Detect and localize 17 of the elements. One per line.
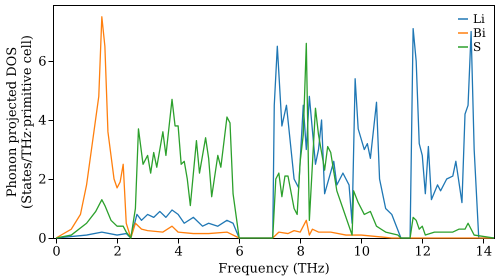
x-tick-label: 14 — [476, 244, 492, 260]
y-tick-label: 0 — [38, 232, 46, 246]
x-tick-label: 6 — [236, 244, 244, 260]
x-tick-label: 12 — [414, 244, 432, 260]
legend-label: S — [473, 40, 482, 54]
y-tick-label: 2 — [38, 172, 46, 188]
legend-label: Li — [473, 12, 485, 26]
x-tick-label: 0 — [52, 244, 61, 260]
x-tick-label: 4 — [174, 244, 183, 260]
y-axis-title: Phonon projected DOS (States/THz·primitive cell) — [5, 34, 36, 210]
x-tick-label: 10 — [353, 244, 370, 260]
x-tick-label: 8 — [296, 244, 305, 260]
y-tick-label: 6 — [38, 54, 46, 70]
x-tick-label: 2 — [113, 244, 122, 260]
x-axis-title: Frequency (THz) — [218, 262, 330, 276]
legend-label: Bi — [473, 26, 486, 40]
y-tick-label: 4 — [38, 114, 46, 129]
